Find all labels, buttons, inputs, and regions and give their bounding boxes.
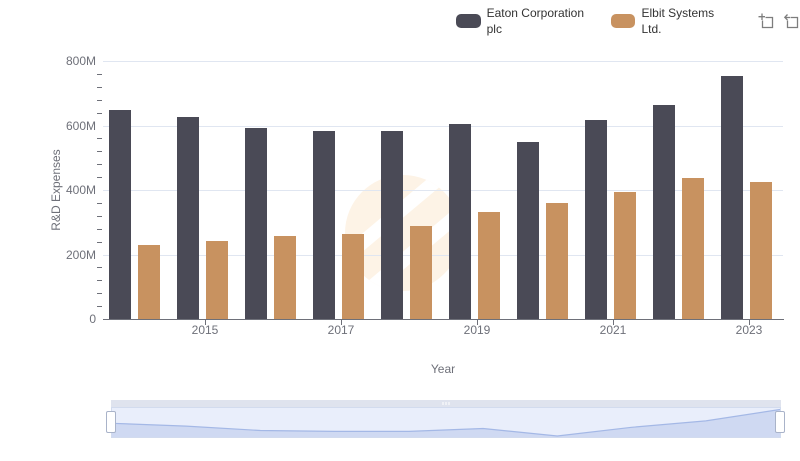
x-axis-tick: [205, 320, 206, 325]
legend-item-eaton[interactable]: Eaton Corporation plc: [456, 5, 601, 37]
legend-swatch-eaton: [456, 14, 481, 28]
y-axis-label: 800M: [65, 54, 96, 68]
bar-elbit-2021[interactable]: [614, 191, 636, 319]
bar-eaton-2019[interactable]: [449, 123, 471, 319]
y-axis-minor-tick: [97, 86, 102, 88]
datazoom-slider: [106, 400, 785, 438]
y-axis-minor-tick: [97, 267, 102, 269]
datazoom-right-handle[interactable]: [775, 411, 785, 433]
y-axis-minor-tick: [97, 73, 102, 75]
x-axis-line: [103, 319, 784, 320]
toolbox: [750, 13, 800, 30]
y-axis-minor-tick: [97, 99, 102, 101]
y-axis-minor-tick: [97, 138, 102, 140]
y-axis-minor-tick: [97, 306, 102, 308]
y-axis-label: 0: [89, 312, 96, 326]
datazoom-move-handle[interactable]: [111, 400, 781, 407]
bar-elbit-2014[interactable]: [138, 245, 160, 319]
legend-item-elbit[interactable]: Elbit Systems Ltd.: [610, 5, 736, 37]
bar-elbit-2015[interactable]: [206, 240, 228, 319]
bar-eaton-2016[interactable]: [245, 128, 267, 319]
bar-eaton-2017[interactable]: [313, 130, 335, 319]
bar-eaton-2021[interactable]: [585, 120, 607, 319]
bar-elbit-2018[interactable]: [410, 226, 432, 319]
y-axis-minor-tick: [97, 202, 102, 204]
x-axis-label-2017: 2017: [327, 323, 355, 337]
bar-elbit-2017[interactable]: [342, 233, 364, 319]
datazoom-left-handle[interactable]: [106, 411, 116, 433]
y-axis-label: 400M: [65, 183, 96, 197]
bar-eaton-2015[interactable]: [177, 117, 199, 319]
y-gridline: [103, 61, 783, 62]
legend-label-eaton: Eaton Corporation plc: [486, 6, 585, 36]
bar-eaton-2022[interactable]: [653, 104, 675, 319]
x-axis-tick: [477, 320, 478, 325]
y-axis-minor-tick: [97, 293, 102, 295]
y-axis-minor-tick: [97, 241, 102, 243]
y-axis-minor-tick: [97, 151, 102, 153]
bar-elbit-2022[interactable]: [682, 178, 704, 319]
x-axis-label-2021: 2021: [599, 323, 627, 337]
x-axis-tick: [613, 320, 614, 325]
bar-eaton-2023[interactable]: [721, 75, 743, 319]
bar-elbit-2019[interactable]: [478, 211, 500, 319]
plot-area: [103, 61, 783, 319]
x-axis-label-2023: 2023: [735, 323, 763, 337]
y-gridline: [103, 254, 783, 256]
bar-elbit-2016[interactable]: [274, 236, 296, 319]
y-axis-minor-tick: [97, 177, 102, 179]
y-axis-minor-tick: [97, 215, 102, 217]
x-axis-label-2019: 2019: [463, 323, 491, 337]
legend-label-elbit: Elbit Systems Ltd.: [641, 6, 715, 36]
watermark-logo: [345, 175, 461, 291]
x-axis-title: Year: [430, 362, 456, 376]
bar-eaton-2020[interactable]: [517, 142, 539, 319]
bar-eaton-2014[interactable]: [109, 110, 131, 319]
datazoom-shadow-chart: [111, 408, 781, 437]
legend: Eaton Corporation plc Elbit Systems Ltd.: [456, 5, 800, 37]
y-axis-minor-tick: [97, 228, 102, 230]
y-axis-label: 600M: [65, 118, 96, 133]
legend-swatch-elbit: [610, 14, 636, 28]
y-gridline: [103, 125, 783, 127]
x-axis-tick: [749, 320, 750, 325]
drag-grip-icon: [442, 402, 451, 405]
x-axis-tick: [341, 320, 342, 325]
datazoom-select-icon[interactable]: [758, 13, 775, 30]
y-axis-minor-tick: [97, 112, 102, 114]
bar-elbit-2023[interactable]: [750, 182, 772, 319]
bar-eaton-2018[interactable]: [381, 130, 403, 319]
x-axis-label-2015: 2015: [191, 323, 219, 337]
restore-icon[interactable]: [783, 13, 800, 30]
y-axis-minor-tick: [97, 280, 102, 282]
y-gridline: [103, 190, 783, 191]
y-axis-label: 200M: [65, 247, 96, 262]
datazoom-track[interactable]: [111, 407, 781, 438]
bar-elbit-2020[interactable]: [546, 202, 568, 319]
y-axis-minor-tick: [97, 164, 102, 166]
